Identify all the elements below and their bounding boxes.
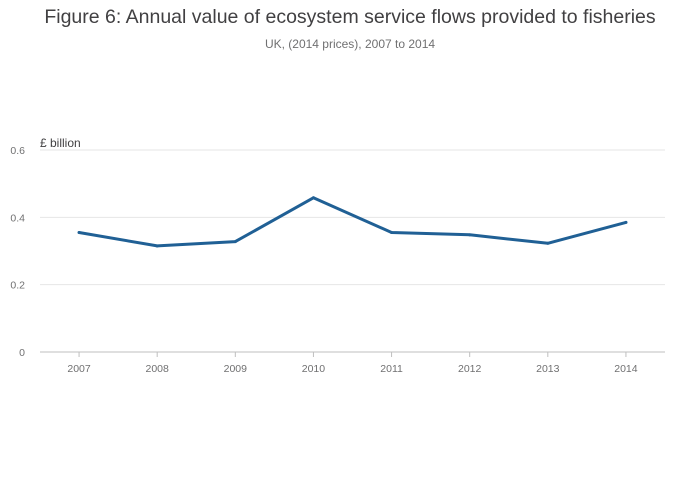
chart-title: Figure 6: Annual value of ecosystem serv… — [44, 6, 656, 28]
y-tick-label: 0 — [19, 347, 25, 359]
x-tick-label: 2010 — [302, 363, 326, 375]
x-tick-label: 2011 — [380, 363, 403, 375]
data-point — [546, 241, 550, 245]
series-line — [77, 196, 628, 248]
data-point — [624, 220, 628, 224]
data-point — [155, 244, 159, 248]
x-tick-label: 2013 — [536, 363, 560, 375]
x-tick-label: 2014 — [614, 363, 638, 375]
y-axis-label: £ billion — [40, 136, 81, 150]
data-point — [311, 196, 315, 200]
data-point — [468, 233, 472, 237]
chart-subtitle: UK, (2014 prices), 2007 to 2014 — [264, 37, 436, 51]
x-tick-label: 2009 — [224, 363, 248, 375]
x-tick-label: 2012 — [458, 363, 482, 375]
y-tick-label: 0.4 — [10, 212, 25, 224]
data-point — [390, 230, 394, 234]
y-tick-label: 0.6 — [10, 145, 25, 157]
data-point — [233, 240, 237, 244]
y-tick-label: 0.2 — [10, 280, 25, 292]
x-tick-label: 2007 — [67, 363, 91, 375]
x-tick-label: 2008 — [146, 363, 170, 375]
data-point — [77, 230, 81, 234]
